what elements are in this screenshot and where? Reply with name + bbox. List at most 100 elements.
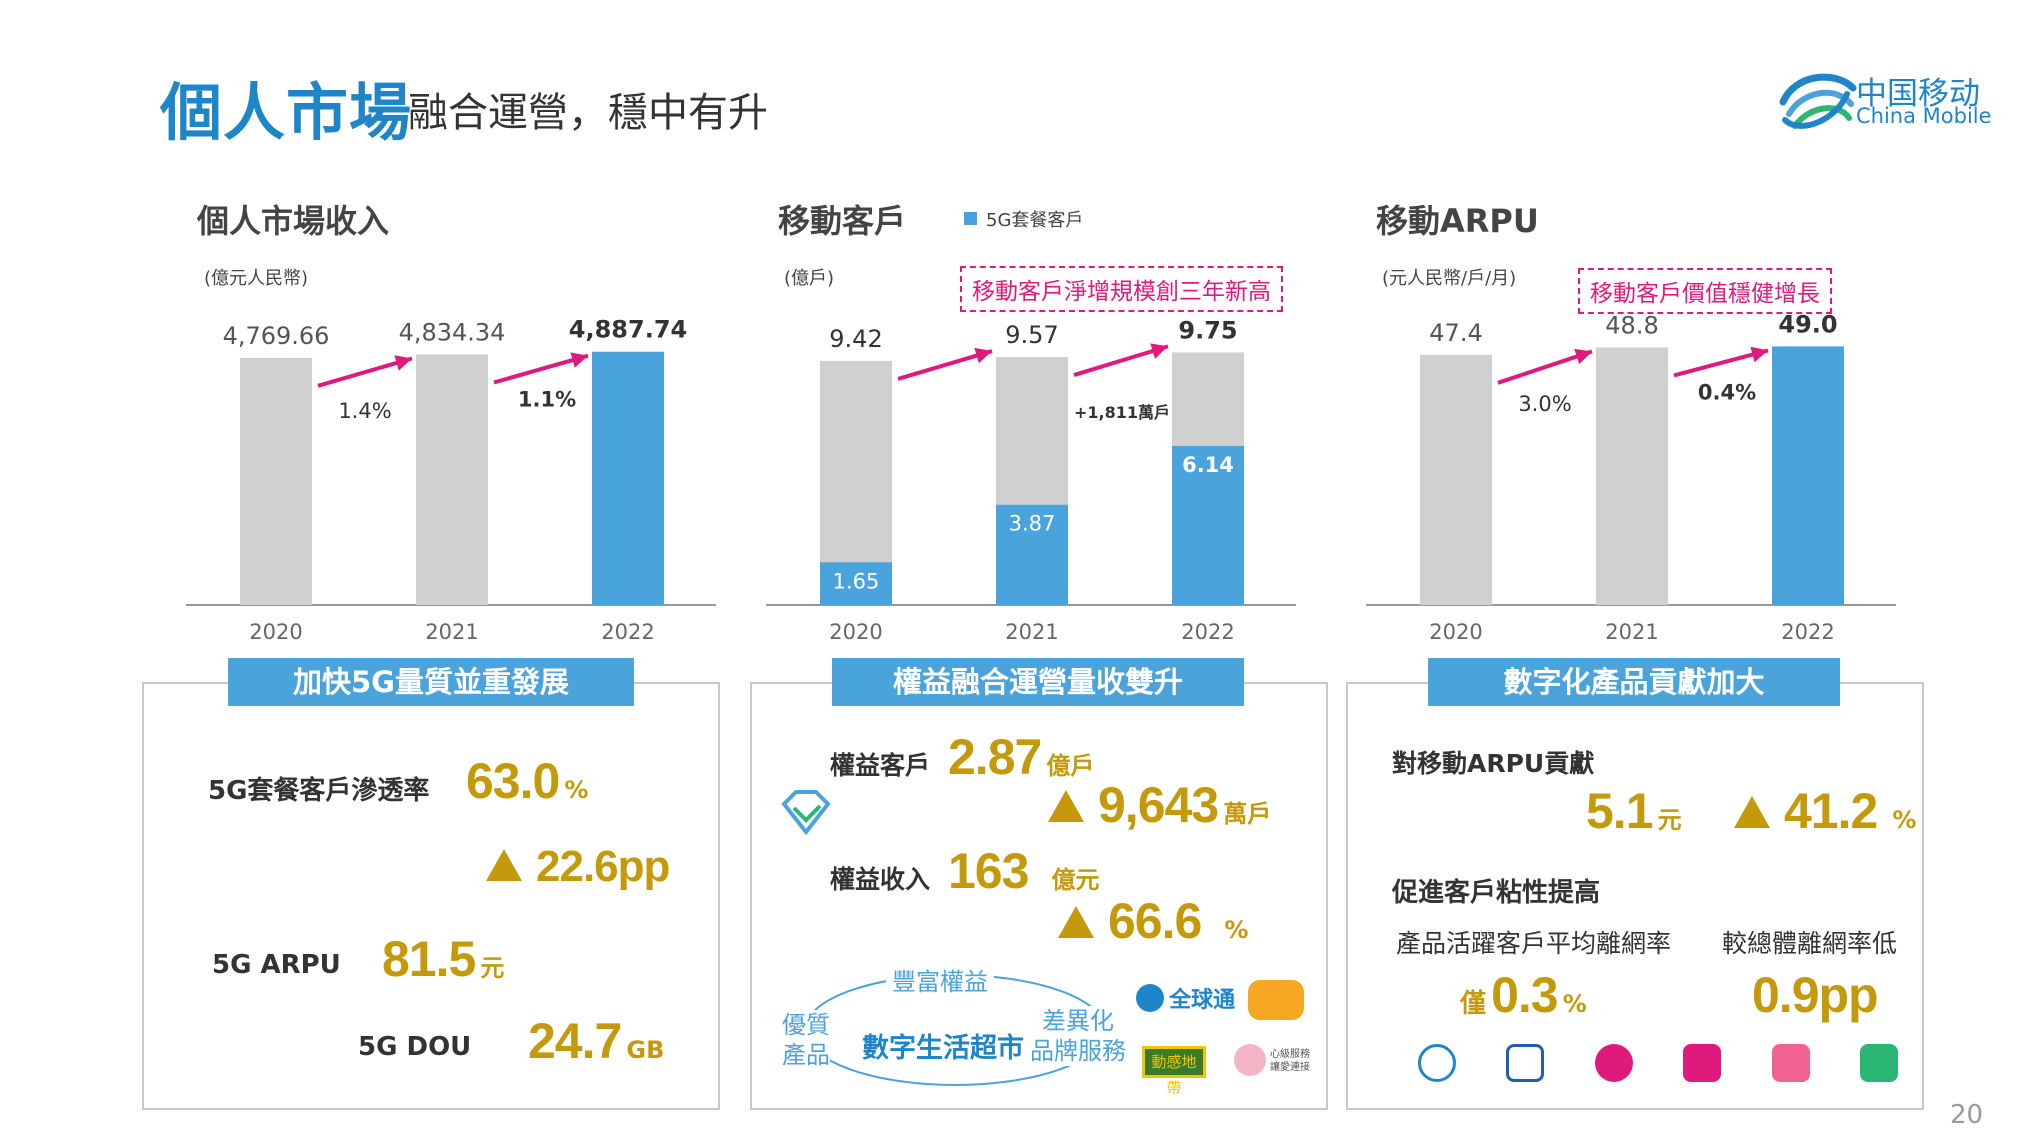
total-label-2021: 9.57 (1005, 321, 1058, 349)
ring-top-label: 豐富權益 (886, 962, 994, 997)
growth-label-2: 0.4% (1698, 380, 1756, 404)
growth-label-1: 3.0% (1518, 392, 1571, 416)
penetration-metric: 63.0 % (466, 752, 588, 810)
rights-customers-unit: 億戶 (1046, 752, 1095, 780)
legend-swatch-5g (964, 212, 977, 225)
chart2-callout: 移動客戶淨增規模創三年新高 (960, 266, 1283, 312)
arpu-contrib-value: 5.1 (1586, 783, 1654, 839)
chart1-plot: 4,769.66 2020 4,834.34 2021 4,887.74 2022 1.4%… (186, 316, 716, 644)
bar-5g-2022 (1172, 445, 1244, 605)
rights-revenue-label: 權益收入 (830, 865, 931, 894)
box-digital-products (1346, 682, 1924, 1110)
churn-metric: 僅 0.3 % (1460, 966, 1587, 1024)
tick-label-2020: 2020 (1429, 620, 1482, 644)
churn-label: 產品活躍客戶平均離網率 (1396, 929, 1672, 958)
bar-total-2021 (996, 357, 1068, 505)
arpu-5g-metric: 81.5 元 (382, 930, 504, 988)
box3-header: 數字化產品貢獻加大 (1428, 658, 1840, 706)
tick-label-2022: 2022 (601, 620, 654, 644)
ring-left-label: 優質 產品 (782, 1010, 830, 1070)
lower-churn-value: 0.9pp (1752, 967, 1879, 1023)
china-mobile-logo-icon (1779, 73, 1857, 129)
tick-label-2021: 2021 (425, 620, 478, 644)
tick-label-2021: 2021 (1605, 620, 1658, 644)
app-icon-row (1418, 1044, 1898, 1082)
up-triangle-icon (1734, 796, 1770, 828)
tianyi-cloud-icon (1418, 1044, 1456, 1082)
ring-right-label: 差異化 品牌服務 (1030, 1006, 1126, 1066)
logo-text-en: China Mobile (1856, 104, 1992, 128)
value-label-2021: 48.8 (1605, 311, 1658, 339)
lower-churn-label: 較總體離網率低 (1722, 929, 1898, 958)
up-triangle-icon (1058, 906, 1094, 938)
growth-arrow-2 (1073, 344, 1169, 377)
value-label-2022: 4,887.74 (569, 316, 687, 344)
value-label-2020: 47.4 (1429, 319, 1482, 347)
brand-3-logo-icon: 動感地帶 (1142, 1046, 1206, 1097)
heart-service-icon (1234, 1044, 1266, 1076)
growth-arrow-1-head (974, 347, 992, 364)
dou-5g-unit: GB (626, 1036, 665, 1064)
value-label-5g-2022: 6.14 (1182, 453, 1234, 477)
tick-label-2020: 2020 (829, 620, 882, 644)
growth-arrow-1-head (394, 355, 412, 371)
rights-customers-change-value: 9,643 (1098, 777, 1219, 833)
chart1-unit: (億元人民幣) (204, 268, 309, 289)
kuaiyou-icon (1859, 1044, 1898, 1082)
arpu-contrib-change: 41.2 % (1734, 782, 1916, 840)
value-label-5g-2020: 1.65 (833, 569, 880, 593)
chart2-title: 移動客戶 (778, 202, 907, 240)
legend-label-5g: 5G套餐客戶 (986, 210, 1084, 231)
chart3-callout: 移動客戶價值穩健增長 (1578, 268, 1832, 314)
growth-arrow-1 (1497, 349, 1593, 385)
box2-header: 權益融合運營量收雙升 (832, 658, 1244, 706)
tick-label-2021: 2021 (1005, 620, 1058, 644)
bar-5g-2021 (996, 504, 1068, 605)
rights-revenue-change: 66.6 % (1058, 892, 1248, 950)
value-label-2021: 4,834.34 (399, 318, 506, 346)
total-label-2020: 9.42 (829, 325, 882, 353)
page-subtitle: 融合運營，穩中有升 (408, 90, 768, 136)
bar-total-2020 (820, 360, 892, 563)
arpu-5g-unit: 元 (480, 954, 505, 982)
penetration-label: 5G套餐客戶滲透率 (208, 776, 430, 806)
penetration-value: 63.0 (466, 753, 560, 809)
rights-revenue-metric: 163 億元 (948, 842, 1100, 900)
bar-2021 (416, 354, 488, 605)
growth-arrow-2 (493, 353, 589, 385)
page-title: 個人市場 (160, 76, 413, 149)
churn-prefix: 僅 (1460, 989, 1487, 1019)
migu-music-icon (1771, 1044, 1810, 1082)
total-label-2022: 9.75 (1178, 316, 1237, 344)
bar-2020 (1420, 354, 1492, 605)
penetration-unit: % (564, 776, 589, 804)
music-icon (1594, 1044, 1633, 1082)
arpu-contrib-label: 對移動ARPU貢獻 (1392, 749, 1595, 778)
bar-2022 (592, 351, 664, 605)
box-5g-development (142, 682, 720, 1110)
chart3-plot: 47.4 2020 48.8 2021 49.0 2022 3.0% 0.4% (1366, 310, 1896, 644)
growth-arrow-2-head (1150, 343, 1168, 359)
quanqiutong-text: 全球通 (1169, 988, 1236, 1013)
box1-header: 加快5G量質並重發展 (228, 658, 634, 706)
growth-arrow-1 (317, 356, 413, 388)
migu-video-icon (1506, 1044, 1545, 1082)
vr-icon (1683, 1044, 1722, 1082)
rights-customers-change: 9,643 萬戶 (1048, 776, 1271, 834)
net-add-label: +1,811萬戶 (1074, 403, 1170, 422)
arpu-5g-value: 81.5 (382, 931, 476, 987)
growth-arrow-2-head (570, 352, 588, 368)
page-number: 20 (1950, 1100, 1984, 1130)
value-label-2022: 49.0 (1778, 310, 1837, 338)
rights-revenue-unit: 億元 (1051, 866, 1100, 894)
brand-4-text: 心級服務 讓愛連接 (1270, 1049, 1310, 1073)
ring-center-label: 數字生活超市 (862, 1033, 1024, 1064)
arpu-contrib-metric: 5.1 元 (1586, 782, 1682, 840)
growth-label-2: 1.1% (518, 387, 576, 411)
churn-value: 0.3 (1491, 967, 1559, 1023)
growth-arrow-2-head (1750, 346, 1768, 363)
value-label-5g-2021: 3.87 (1009, 512, 1056, 536)
diamond-icon (781, 790, 831, 836)
arpu-contrib-change-value: 41.2 (1784, 783, 1878, 839)
dongganzone-logo-icon (1248, 980, 1304, 1020)
